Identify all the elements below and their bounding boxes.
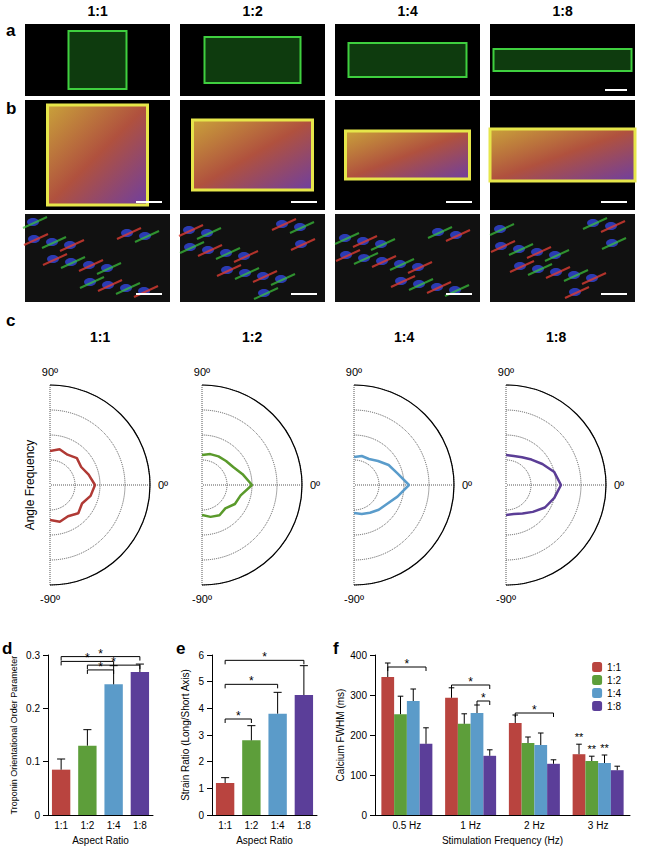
svg-text:c: c — [6, 311, 15, 330]
svg-text:0.5 Hz: 0.5 Hz — [392, 820, 421, 831]
svg-text:*: * — [249, 674, 254, 688]
svg-text:1:2: 1:2 — [607, 675, 621, 686]
svg-text:Stimulation Frequency (Hz): Stimulation Frequency (Hz) — [442, 835, 563, 846]
svg-text:1:4: 1:4 — [271, 820, 285, 831]
svg-text:*: * — [532, 703, 537, 717]
svg-text:6: 6 — [198, 650, 204, 661]
svg-text:**: ** — [587, 743, 596, 755]
svg-text:*: * — [98, 647, 103, 661]
svg-text:f: f — [333, 639, 339, 658]
svg-text:0º: 0º — [310, 479, 320, 491]
svg-text:Aspect Ratio: Aspect Ratio — [236, 835, 293, 846]
svg-text:-90º: -90º — [192, 593, 212, 605]
svg-text:1:1: 1:1 — [607, 662, 621, 673]
svg-text:2: 2 — [198, 756, 204, 767]
svg-text:100: 100 — [350, 770, 367, 781]
svg-text:Angle Frequency: Angle Frequency — [23, 440, 37, 531]
svg-text:5: 5 — [198, 676, 204, 687]
svg-text:0.2: 0.2 — [26, 703, 40, 714]
svg-text:*: * — [111, 655, 116, 669]
svg-text:1:2: 1:2 — [80, 820, 94, 831]
svg-text:3: 3 — [198, 730, 204, 741]
svg-text:**: ** — [600, 742, 609, 754]
svg-text:1:8: 1:8 — [297, 820, 311, 831]
svg-text:1:4: 1:4 — [107, 820, 121, 831]
svg-text:0.1: 0.1 — [26, 756, 40, 767]
svg-text:*: * — [405, 657, 410, 671]
svg-text:1:8: 1:8 — [133, 820, 147, 831]
svg-text:200: 200 — [350, 730, 367, 741]
svg-text:300: 300 — [350, 690, 367, 701]
svg-text:-90º: -90º — [40, 593, 60, 605]
svg-text:Strain Ratio (Long/Short Axis): Strain Ratio (Long/Short Axis) — [180, 669, 191, 801]
svg-text:1:2: 1:2 — [243, 3, 263, 19]
svg-text:*: * — [98, 660, 103, 674]
svg-text:1:4: 1:4 — [394, 329, 414, 345]
svg-text:*: * — [85, 651, 90, 665]
svg-text:a: a — [6, 21, 16, 40]
svg-text:d: d — [2, 639, 12, 658]
svg-text:1:2: 1:2 — [244, 820, 258, 831]
svg-text:1:8: 1:8 — [546, 329, 566, 345]
svg-text:*: * — [236, 709, 241, 723]
svg-text:0: 0 — [34, 810, 40, 821]
svg-text:1 Hz: 1 Hz — [460, 820, 481, 831]
svg-text:Calcium FWHM (ms): Calcium FWHM (ms) — [335, 689, 346, 782]
svg-text:1: 1 — [198, 783, 204, 794]
svg-text:0: 0 — [198, 810, 204, 821]
svg-text:0.3: 0.3 — [26, 650, 40, 661]
svg-text:0º: 0º — [158, 479, 168, 491]
svg-text:1:8: 1:8 — [607, 701, 621, 712]
svg-text:2 Hz: 2 Hz — [524, 820, 545, 831]
svg-text:3 Hz: 3 Hz — [588, 820, 609, 831]
svg-text:*: * — [468, 675, 473, 689]
svg-text:1:1: 1:1 — [88, 3, 108, 19]
svg-text:*: * — [481, 691, 486, 705]
svg-text:1:4: 1:4 — [398, 3, 418, 19]
svg-text:e: e — [176, 639, 185, 658]
svg-text:400: 400 — [350, 650, 367, 661]
svg-text:Troponin Orientational Order P: Troponin Orientational Order Parameter — [9, 656, 19, 815]
svg-text:Aspect Ratio: Aspect Ratio — [72, 835, 129, 846]
svg-text:1:1: 1:1 — [54, 820, 68, 831]
svg-text:**: ** — [575, 731, 584, 743]
svg-text:-90º: -90º — [496, 593, 516, 605]
svg-text:1:2: 1:2 — [242, 329, 262, 345]
svg-text:1:1: 1:1 — [218, 820, 232, 831]
svg-text:*: * — [262, 650, 267, 664]
svg-text:0º: 0º — [614, 479, 624, 491]
svg-text:90º: 90º — [194, 366, 210, 378]
svg-text:90º: 90º — [42, 366, 58, 378]
svg-text:1:4: 1:4 — [607, 688, 621, 699]
svg-text:1:8: 1:8 — [553, 3, 573, 19]
svg-text:90º: 90º — [346, 366, 362, 378]
svg-text:1:1: 1:1 — [90, 329, 110, 345]
svg-text:90º: 90º — [498, 366, 514, 378]
svg-text:-90º: -90º — [344, 593, 364, 605]
svg-text:b: b — [6, 99, 16, 118]
svg-text:0: 0 — [361, 810, 367, 821]
svg-text:4: 4 — [198, 703, 204, 714]
svg-text:0º: 0º — [462, 479, 472, 491]
